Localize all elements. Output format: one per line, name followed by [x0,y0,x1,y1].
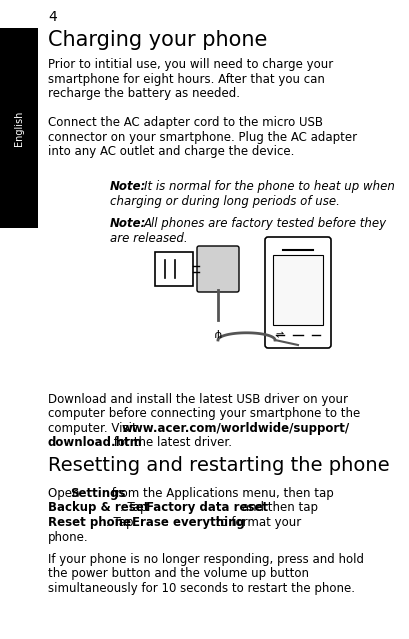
Text: Resetting and restarting the phone: Resetting and restarting the phone [48,456,390,475]
Text: Settings: Settings [70,487,126,500]
Text: computer before connecting your smartphone to the: computer before connecting your smartpho… [48,408,360,420]
Bar [273,255,323,325]
Text: into any AC outlet and charge the device.: into any AC outlet and charge the device… [48,145,294,158]
Text: If your phone is no longer responding, press and hold: If your phone is no longer responding, p… [48,553,364,566]
Bar [0,28,38,228]
Text: simultaneously for 10 seconds to restart the phone.: simultaneously for 10 seconds to restart… [48,582,355,595]
Text: . Tap: . Tap [106,516,137,529]
Text: All phones are factory tested before they: All phones are factory tested before the… [144,217,387,230]
Text: ⇌: ⇌ [276,330,284,340]
Text: It is normal for the phone to heat up when: It is normal for the phone to heat up wh… [144,180,395,193]
Text: the power button and the volume up button: the power button and the volume up butto… [48,567,309,580]
Text: Reset phone: Reset phone [48,516,131,529]
FancyBboxPatch shape [197,246,239,292]
Text: Factory data reset: Factory data reset [146,502,268,514]
Text: phone.: phone. [48,530,89,544]
Text: connector on your smartphone. Plug the AC adapter: connector on your smartphone. Plug the A… [48,130,357,144]
Text: Prior to intitial use, you will need to charge your: Prior to intitial use, you will need to … [48,58,333,71]
Text: and then tap: and then tap [238,502,318,514]
Text: Erase everything: Erase everything [132,516,245,529]
Text: Connect the AC adapter cord to the micro USB: Connect the AC adapter cord to the micro… [48,116,323,129]
Text: charging or during long periods of use.: charging or during long periods of use. [110,194,340,208]
Text: Note:: Note: [110,217,146,230]
Text: English: English [14,111,24,146]
Text: for the latest driver.: for the latest driver. [110,436,232,449]
Text: . Tap: . Tap [120,502,151,514]
Text: Charging your phone: Charging your phone [48,30,267,50]
Text: computer. Visit: computer. Visit [48,422,141,435]
Text: ψ: ψ [214,328,222,338]
Text: Note:: Note: [110,180,146,193]
Text: 4: 4 [48,10,57,24]
Text: Open: Open [48,487,83,500]
Text: Download and install the latest USB driver on your: Download and install the latest USB driv… [48,393,348,406]
Text: www.acer.com/worldwide/support/: www.acer.com/worldwide/support/ [122,422,350,435]
Text: smartphone for eight hours. After that you can: smartphone for eight hours. After that y… [48,72,325,86]
FancyBboxPatch shape [265,237,331,348]
Text: Backup & reset: Backup & reset [48,502,149,514]
Text: recharge the battery as needed.: recharge the battery as needed. [48,87,240,100]
Text: download.htm: download.htm [48,436,143,449]
Text: from the Applications menu, then tap: from the Applications menu, then tap [108,487,334,500]
Text: to format your: to format your [212,516,301,529]
Bar [155,252,193,286]
Text: are released.: are released. [110,231,188,245]
